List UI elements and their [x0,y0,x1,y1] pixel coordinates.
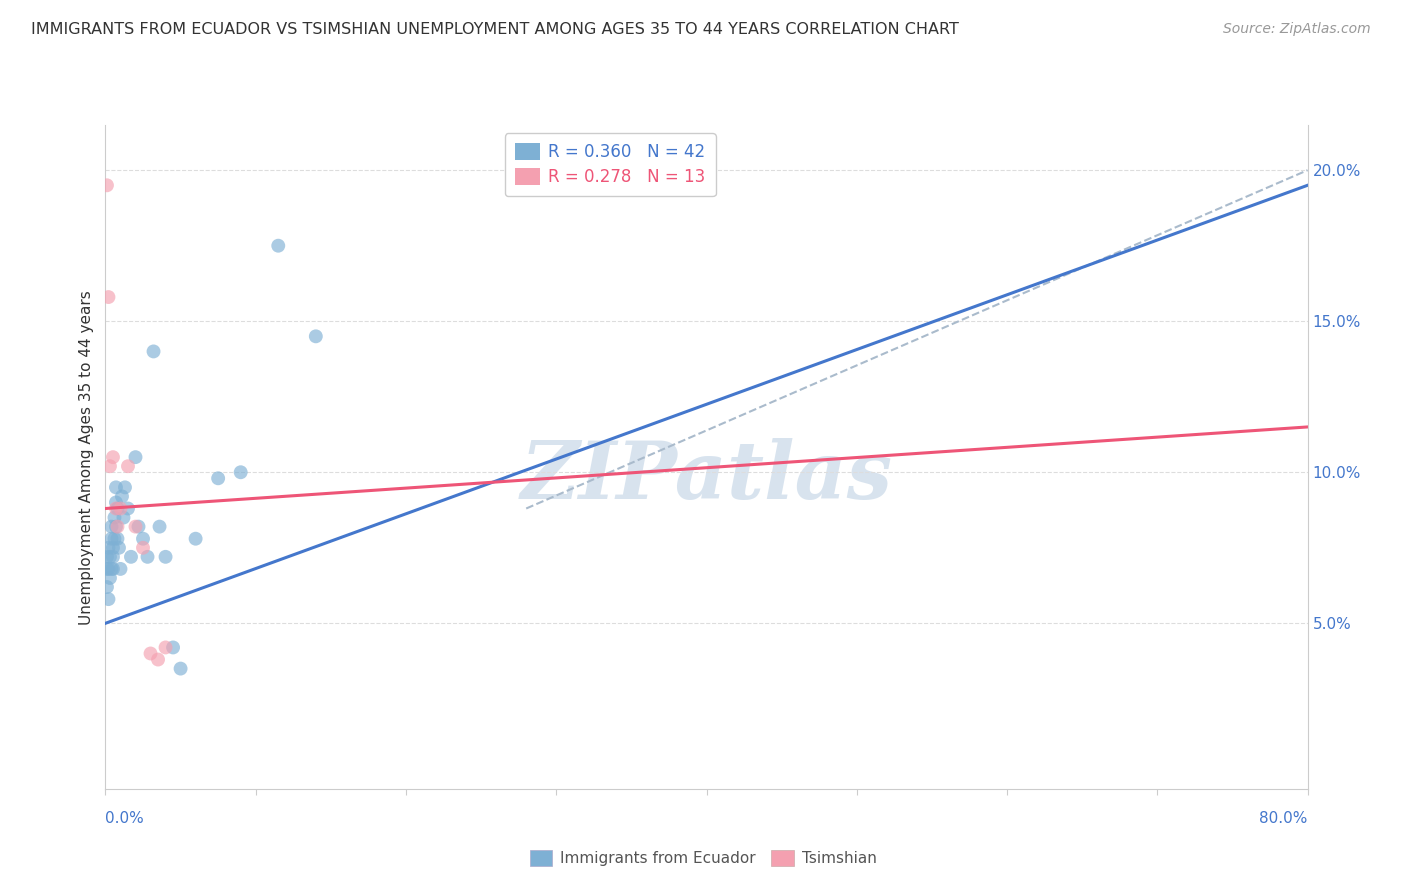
Point [101,450,124,465]
Point [162,640,184,655]
Point [169,662,191,676]
Point [97,541,120,555]
Point [107,519,129,533]
Point [136,549,159,564]
Point [104,495,127,509]
Point [112,510,135,524]
Point [155,640,177,655]
Point [103,510,125,524]
Point [101,541,124,555]
Point [305,329,328,343]
Point [98,459,121,474]
Point [110,562,132,576]
Text: Source: ZipAtlas.com: Source: ZipAtlas.com [1223,22,1371,37]
Point [139,647,162,661]
Point [184,532,207,546]
Point [101,562,124,576]
Point [110,501,132,516]
Point [132,541,155,555]
Point [117,501,139,516]
Point [97,562,120,576]
Point [267,238,290,252]
Y-axis label: Unemployment Among Ages 35 to 44 years: Unemployment Among Ages 35 to 44 years [79,290,94,624]
Point [108,541,131,555]
Point [155,549,177,564]
Point [124,450,146,465]
Text: IMMIGRANTS FROM ECUADOR VS TSIMSHIAN UNEMPLOYMENT AMONG AGES 35 TO 44 YEARS CORR: IMMIGRANTS FROM ECUADOR VS TSIMSHIAN UNE… [31,22,959,37]
Point [100,532,122,546]
Text: ZIPatlas: ZIPatlas [520,438,893,516]
Point [104,519,127,533]
Point [96,178,118,193]
Point [111,490,134,504]
Point [96,580,118,594]
Point [104,480,127,494]
Point [96,549,118,564]
Point [114,480,136,494]
Legend: Immigrants from Ecuador, Tsimshian: Immigrants from Ecuador, Tsimshian [520,841,886,875]
Point [97,592,120,607]
Point [101,549,124,564]
Point [132,532,155,546]
Point [98,549,121,564]
Point [104,501,127,516]
Legend: R = 0.360   N = 42, R = 0.278   N = 13: R = 0.360 N = 42, R = 0.278 N = 13 [505,133,716,196]
Point [107,532,129,546]
Point [100,562,122,576]
Point [107,501,129,516]
Text: 80.0%: 80.0% [1260,812,1308,826]
Point [146,652,169,666]
Point [124,519,146,533]
Text: 0.0%: 0.0% [105,812,145,826]
Point [117,459,139,474]
Point [98,571,121,585]
Point [96,562,118,576]
Point [97,290,120,304]
Point [229,465,252,479]
Point [207,471,229,485]
Point [128,519,150,533]
Point [100,519,122,533]
Point [148,519,170,533]
Point [142,344,165,359]
Point [103,532,125,546]
Point [120,549,142,564]
